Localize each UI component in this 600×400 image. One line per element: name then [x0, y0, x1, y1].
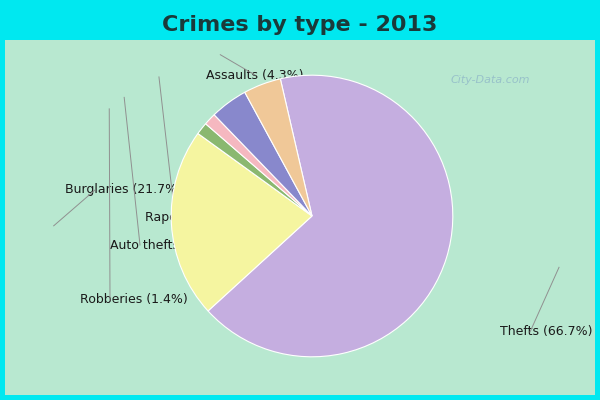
- Text: Assaults (4.3%): Assaults (4.3%): [206, 68, 304, 82]
- Wedge shape: [171, 134, 312, 311]
- Text: Burglaries (21.7%): Burglaries (21.7%): [65, 184, 182, 196]
- Wedge shape: [206, 115, 312, 216]
- Text: Rapes (4.3%): Rapes (4.3%): [145, 210, 229, 224]
- Text: City-Data.com: City-Data.com: [450, 75, 530, 85]
- Text: Crimes by type - 2013: Crimes by type - 2013: [163, 15, 437, 35]
- Text: Thefts (66.7%): Thefts (66.7%): [500, 326, 593, 338]
- Text: Robberies (1.4%): Robberies (1.4%): [80, 294, 188, 306]
- Text: Auto thefts (1.4%): Auto thefts (1.4%): [110, 238, 224, 252]
- Wedge shape: [198, 124, 312, 216]
- Wedge shape: [208, 75, 453, 357]
- Wedge shape: [214, 92, 312, 216]
- Bar: [5, 40, 595, 395]
- Wedge shape: [245, 79, 312, 216]
